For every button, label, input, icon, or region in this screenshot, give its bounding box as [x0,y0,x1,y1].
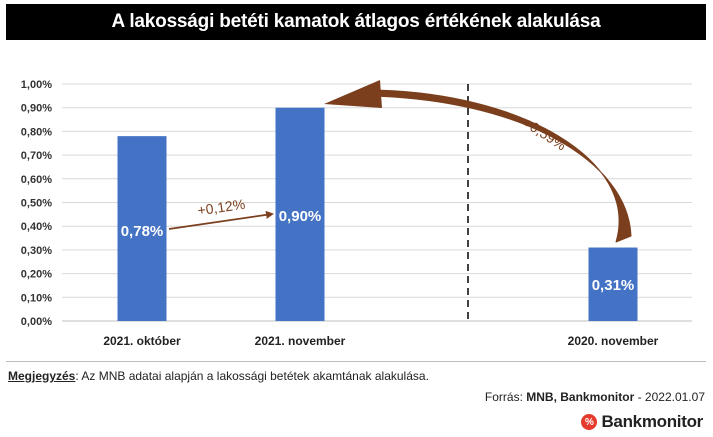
footer-source: Forrás: MNB, Bankmonitor - 2022.01.07 [485,390,705,404]
y-tick-label: 0,60% [21,174,52,186]
labels: 0,00% 0,10% 0,20% 0,30% 0,40% 0,50% 0,60% 0,70%… [21,79,659,348]
data-label: 0,31% [592,277,635,294]
chart-title: A lakossági betéti kamatok átlagos érték… [111,11,601,32]
footer-divider [6,361,706,362]
grid [62,83,692,322]
y-tick-label: 1,00% [21,79,52,91]
y-tick-label: 0,20% [21,269,52,281]
x-tick-label: 2021. október [103,334,181,348]
source-names: MNB, Bankmonitor [526,390,635,404]
y-tick-label: 0,30% [21,245,52,257]
arrow-small [168,210,274,230]
arrows [168,80,632,243]
annotation-label: +0,12% [196,196,246,219]
chart: 0,00% 0,10% 0,20% 0,30% 0,40% 0,50% 0,60% 0,70%… [21,79,692,348]
y-tick-label: 0,40% [21,221,52,233]
note-text: : Az MNB adatai alapján a lakossági beté… [75,369,429,383]
arrow-curved [371,89,632,243]
y-tick-label: 0,00% [21,316,52,328]
y-tick-label: 0,70% [21,150,52,162]
brand-logo: % Bankmonitor [581,412,703,432]
source-prefix: Forrás: [484,390,527,404]
data-label: 0,90% [279,208,322,225]
bar [117,136,167,321]
bar [588,247,638,321]
data-label: 0,78% [121,223,164,240]
x-tick-label: 2021. november [255,334,346,348]
bars [117,107,638,321]
note-label: Megjegyzés [8,369,76,383]
brand-name: Bankmonitor [601,412,703,431]
title-bar: A lakossági betéti kamatok átlagos érték… [6,4,706,40]
y-tick-label: 0,50% [21,198,52,210]
x-tick-label: 2020. november [568,334,659,348]
y-tick-label: 0,10% [21,292,52,304]
y-tick-label: 0,80% [21,126,52,138]
y-tick-label: 0,90% [21,103,52,115]
annotation-label: +0,59% [520,114,569,153]
arrow-curved-head [324,80,382,108]
footer-note: Megjegyzés: Az MNB adatai alapján a lako… [8,369,429,383]
source-date: - 2022.01.07 [634,390,705,404]
percent-icon: % [581,414,598,430]
bar [275,107,325,321]
